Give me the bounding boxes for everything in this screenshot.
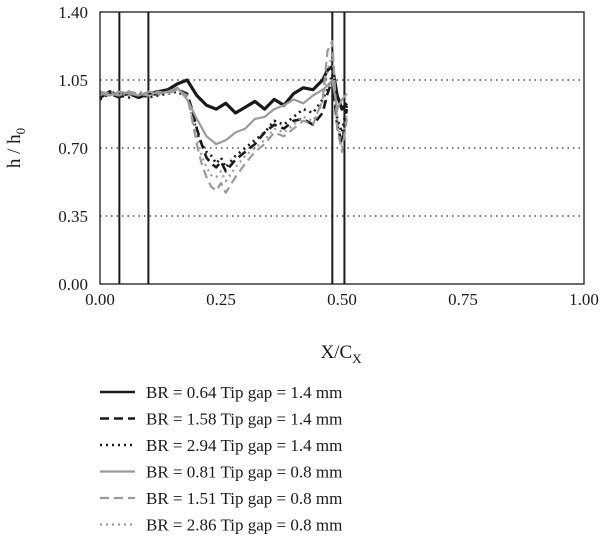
series-line bbox=[99, 64, 349, 115]
series-line bbox=[99, 53, 348, 183]
legend: BR = 0.64 Tip gap = 1.4 mm BR = 1.58 Tip … bbox=[100, 383, 342, 535]
x-tick-label: 1.00 bbox=[569, 290, 599, 309]
y-axis-label: h / h0 bbox=[4, 128, 28, 168]
y-tick-label: 1.05 bbox=[58, 71, 88, 90]
y-tick-label: 0.35 bbox=[58, 207, 88, 226]
legend-label: BR = 1.58 Tip gap = 1.4 mm bbox=[146, 410, 342, 429]
legend-label: BR = 2.94 Tip gap = 1.4 mm bbox=[146, 436, 342, 455]
x-axis-label: X/CX bbox=[320, 342, 362, 366]
legend-label: BR = 0.64 Tip gap = 1.4 mm bbox=[146, 383, 342, 402]
y-tick-label: 1.40 bbox=[58, 3, 88, 22]
series-line bbox=[99, 72, 349, 169]
legend-label: BR = 1.51 Tip gap = 0.8 mm bbox=[146, 489, 342, 508]
y-tick-label: 0.70 bbox=[58, 139, 88, 158]
series-line bbox=[99, 78, 348, 146]
x-tick-labels: 0.00 0.25 0.50 0.75 1.00 bbox=[85, 290, 599, 309]
plot-frame bbox=[99, 11, 585, 285]
data-series bbox=[99, 39, 349, 194]
x-tick-label: 0.00 bbox=[85, 290, 115, 309]
reference-lines bbox=[118, 12, 346, 284]
y-tick-label: 0.00 bbox=[58, 275, 88, 294]
legend-label: BR = 2.86 Tip gap = 0.8 mm bbox=[146, 516, 342, 535]
series-line bbox=[99, 39, 348, 194]
x-axis-label-subscript: X bbox=[352, 351, 362, 366]
x-tick-label: 0.25 bbox=[206, 290, 236, 309]
x-tick-label: 0.75 bbox=[448, 290, 478, 309]
y-axis-label-subscript: 0 bbox=[13, 128, 28, 135]
y-tick-labels: 0.00 0.35 0.70 1.05 1.40 bbox=[58, 3, 88, 294]
series-line bbox=[99, 78, 349, 173]
x-tick-label: 0.50 bbox=[327, 290, 357, 309]
legend-label: BR = 0.81 Tip gap = 0.8 mm bbox=[146, 463, 342, 482]
